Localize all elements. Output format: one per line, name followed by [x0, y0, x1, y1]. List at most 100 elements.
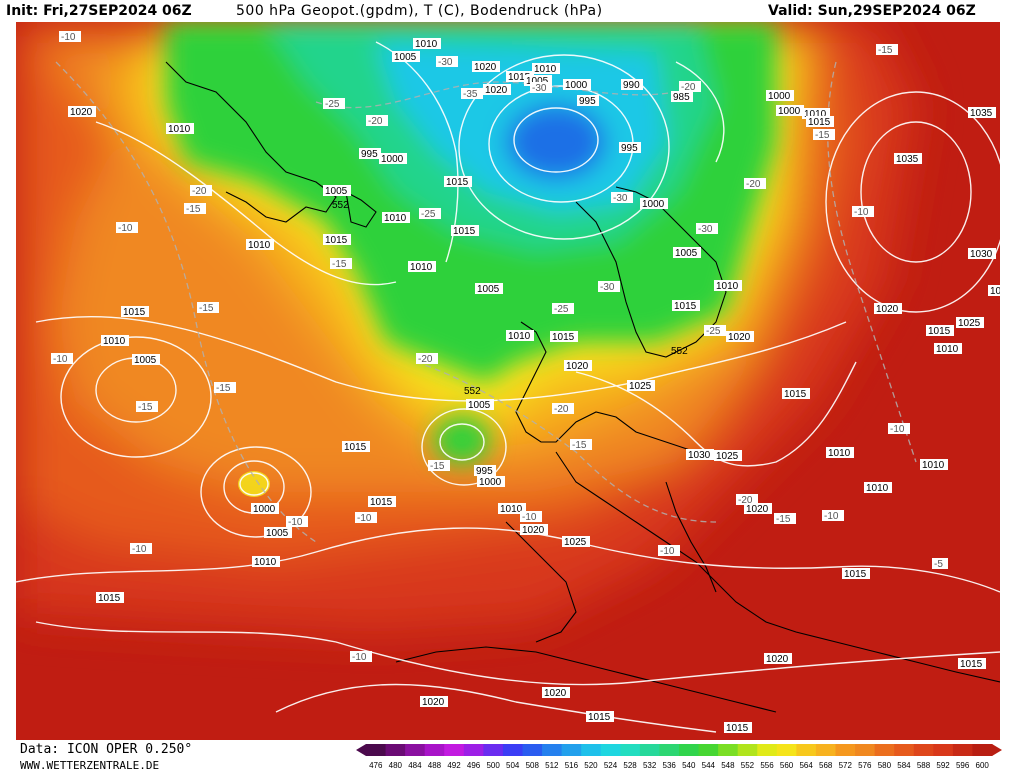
pressure-label: 1005 — [392, 51, 420, 63]
pressure-label-box — [251, 503, 279, 514]
pressure-label-text: 1015 — [674, 301, 697, 312]
temperature-label-text: -10 — [522, 512, 537, 523]
pressure-label-box — [323, 234, 351, 245]
pressure-label-text: 1010 — [254, 557, 277, 568]
scale-arrow-left — [356, 744, 366, 756]
temperature-label: -25 — [323, 98, 345, 110]
pressure-label: 1015 — [782, 388, 810, 400]
pressure-label-box — [506, 330, 534, 341]
pressure-label-box — [323, 185, 351, 196]
pressure-label: 1015 — [368, 496, 396, 508]
temperature-label: -30 — [696, 223, 718, 235]
temperature-label-box — [419, 208, 441, 219]
temperature-label: -20 — [736, 494, 758, 506]
pressure-label: 1010 — [714, 280, 742, 292]
pressure-label: 1015 — [586, 711, 614, 723]
temperature-label-box — [428, 460, 450, 471]
pressure-label: 1000 — [776, 105, 804, 117]
temperature-label: -15 — [428, 460, 450, 472]
scale-swatch — [737, 744, 758, 756]
pressure-label-box — [475, 283, 503, 294]
scale-swatch — [776, 744, 797, 756]
pressure-label: 1030 — [968, 248, 996, 260]
pressure-label-box — [627, 380, 655, 391]
pressure-label-box — [379, 153, 407, 164]
temperature-label-text: -15 — [186, 204, 201, 215]
temperature-label-text: -10 — [357, 513, 372, 524]
pressure-label-text: 1020 — [544, 688, 567, 699]
pressure-label-text: 1020 — [485, 85, 508, 96]
pressure-label-box — [466, 399, 494, 410]
pressure-label-box — [782, 388, 810, 399]
pressure-label-text: 1015 — [453, 226, 476, 237]
pressure-label: 1020 — [483, 84, 511, 96]
temperature-label-box — [51, 353, 73, 364]
temperature-label: -15 — [570, 439, 592, 451]
pressure-label: 1015 — [323, 234, 351, 246]
pressure-label-text: 1010 — [804, 109, 827, 120]
pressure-label-text: 1020 — [876, 304, 899, 315]
isobar-high-1035 — [860, 121, 972, 263]
isobar-1020-b — [275, 683, 717, 733]
pressure-label-box — [686, 449, 714, 460]
temperature-label-box — [658, 545, 680, 556]
scale-tick-label: 532 — [643, 761, 657, 770]
pressure-label-box — [958, 658, 986, 669]
temperature-label-text: -10 — [132, 544, 147, 555]
pressure-label-box — [483, 84, 511, 95]
pressure-label: 995 — [577, 95, 599, 107]
temperature-label-box — [214, 382, 236, 393]
scale-tick-label: 580 — [878, 761, 892, 770]
temperature-label-text: -10 — [854, 207, 869, 218]
pressure-label: 1005 — [466, 399, 494, 411]
scale-tick-label: 568 — [819, 761, 833, 770]
scale-swatch — [933, 744, 954, 756]
scale-tick-label: 552 — [741, 761, 755, 770]
label-552-b: 552 — [464, 386, 481, 397]
pressure-label-text: 1025 — [990, 286, 1000, 297]
pressure-label-box — [68, 106, 96, 117]
pressure-label-box — [744, 503, 772, 514]
pressure-label-box — [359, 148, 381, 159]
pressure-label: 1020 — [472, 61, 500, 73]
temperature-label-box — [350, 651, 372, 662]
pressure-label: 1015 — [506, 71, 534, 83]
scale-tick-label: 544 — [702, 761, 716, 770]
pressure-label-box — [619, 142, 641, 153]
temperature-label-box — [116, 222, 138, 233]
temperature-label-text: -15 — [776, 514, 791, 525]
pressure-label: 1025 — [714, 450, 742, 462]
pressure-label: 1035 — [894, 153, 922, 165]
pressure-label: 1025 — [627, 380, 655, 392]
temperature-label-box — [59, 31, 81, 42]
pressure-label-text: 1015 — [960, 659, 983, 670]
scale-swatch — [424, 744, 445, 756]
pressure-label-text: 1015 — [325, 235, 348, 246]
temperature-label: -25 — [704, 325, 726, 337]
pressure-label-text: 1010 — [384, 213, 407, 224]
temperature-label: -15 — [813, 129, 835, 141]
pressure-label: 1000 — [563, 79, 591, 91]
pressure-label-text: 1000 — [642, 199, 665, 210]
pressure-label: 1025 — [562, 536, 590, 548]
pressure-label-box — [542, 687, 570, 698]
pressure-label-text: 1000 — [253, 504, 276, 515]
pressure-label-text: 995 — [621, 143, 638, 154]
pressure-label-box — [392, 51, 420, 62]
isobar-low-1000 — [421, 408, 507, 486]
pressure-label-box — [368, 496, 396, 507]
italy-coast — [665, 481, 717, 593]
temperature-label: -15 — [136, 401, 158, 413]
pressure-label-text: 1010 — [716, 281, 739, 292]
pressure-label-box — [776, 105, 804, 116]
temperature-label: -10 — [116, 222, 138, 234]
pressure-label-text: 1000 — [768, 91, 791, 102]
scale-tick-label: 500 — [486, 761, 500, 770]
temperature-label-text: -20 — [368, 116, 383, 127]
iberia-coast — [505, 521, 577, 643]
pressure-label-box — [714, 280, 742, 291]
pressure-label-text: 1015 — [588, 712, 611, 723]
temperature-label-text: -15 — [138, 402, 153, 413]
pressure-label-box — [342, 441, 370, 452]
